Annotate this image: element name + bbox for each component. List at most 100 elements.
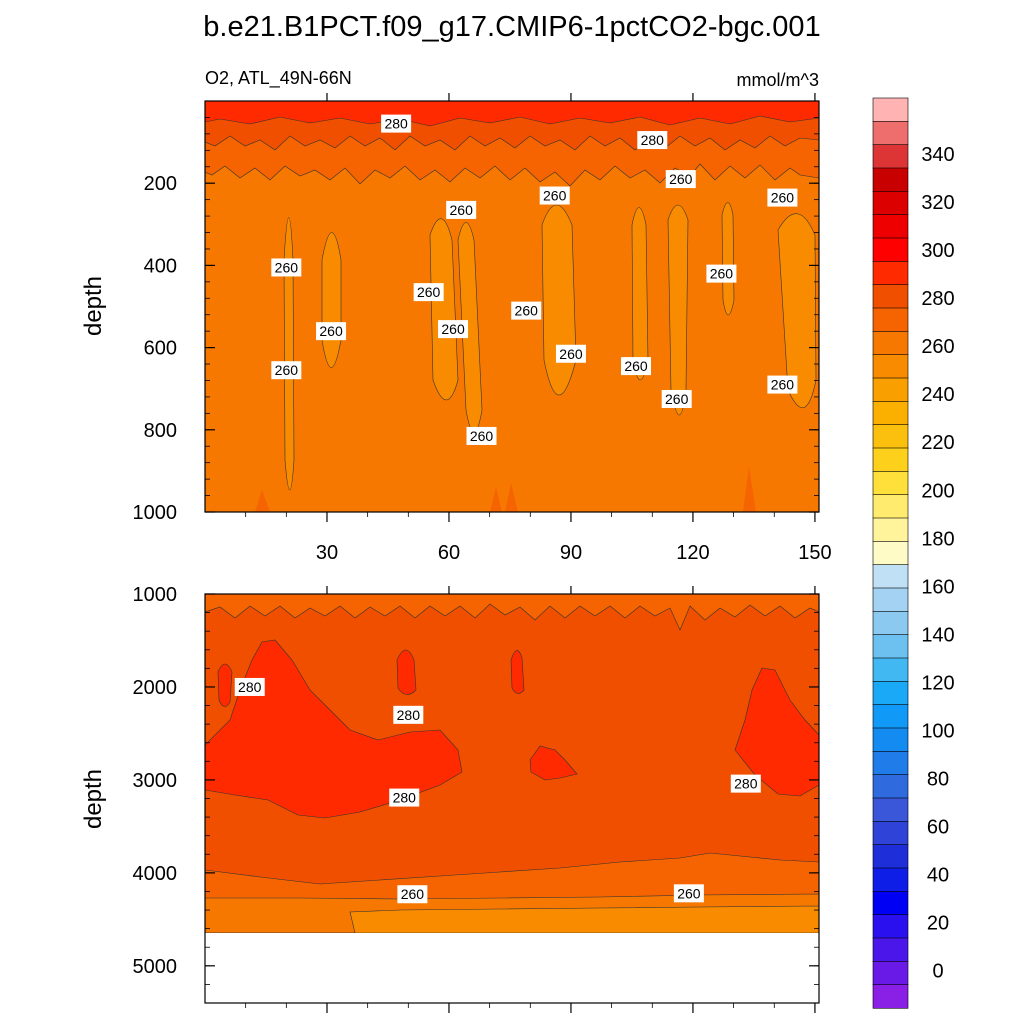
upper-lens-6 (631, 207, 649, 381)
upper-lens-8 (721, 202, 735, 316)
contour-label: 260 (438, 320, 469, 339)
colorbar-swatch (872, 517, 909, 542)
upper-frame (204, 100, 820, 513)
upper-y-axis-label: depth (80, 276, 107, 336)
colorbar-label: 200 (921, 480, 954, 502)
contour-label-box (393, 705, 424, 724)
contour-label: 260 (446, 200, 477, 219)
colorbar-swatch (872, 541, 909, 566)
colorbar-swatch (872, 914, 909, 939)
colorbar-swatch (872, 727, 909, 752)
contour-label: 280 (393, 705, 424, 724)
contour-label-text: 260 (441, 321, 465, 337)
contour-label-text: 260 (543, 188, 567, 204)
colorbar-labels: 3403203002802602402202001801601401201008… (921, 144, 954, 983)
contour-label: 280 (234, 677, 265, 696)
colorbar-label: 240 (921, 384, 954, 406)
lower-y-tick-label: 3000 (133, 770, 178, 792)
contour-label-box (706, 264, 737, 283)
upper-contour-field: 280 280 260 260 260 260 260 260 260 260 260 260 260 2… (205, 101, 819, 512)
upper-spike-4 (743, 466, 756, 512)
upper-y-tick-label: 800 (144, 420, 177, 442)
lower-x-ticks (245, 586, 816, 1013)
contour-label-box (637, 131, 668, 150)
colorbar-label: 60 (927, 817, 949, 839)
upper-y-ticks: 200 400 600 800 1000 (133, 100, 819, 524)
contour-label-text: 260 (559, 346, 583, 362)
upper-y-tick-label: 1000 (133, 502, 178, 524)
contour-label: 260 (271, 258, 302, 277)
contour-label-box (665, 170, 696, 189)
upper-spike-2 (490, 486, 502, 512)
contour-label-text: 280 (384, 116, 408, 132)
colorbar-swatches (872, 97, 909, 1009)
contour-label: 260 (466, 426, 497, 445)
contour-label: 260 (555, 344, 586, 363)
contour-label-text: 260 (677, 885, 701, 901)
colorbar-swatch (872, 331, 909, 356)
contour-label-text: 280 (238, 679, 262, 695)
upper-lens-5 (541, 204, 577, 396)
contour-label-text: 260 (401, 886, 425, 902)
contour-label-text: 260 (275, 362, 299, 378)
contour-label-box (511, 301, 542, 320)
lower-280-patch-6 (734, 667, 819, 797)
contour-label: 260 (661, 389, 692, 408)
contour-label-text: 260 (417, 284, 441, 300)
colorbar-swatch (872, 961, 909, 986)
contour-label: 260 (767, 188, 798, 207)
contour-label-text: 260 (275, 259, 299, 275)
colorbar-swatch (872, 937, 909, 962)
x-tick-label: 150 (798, 542, 831, 564)
x-tick-label: 90 (560, 542, 582, 564)
lower-280-patch-1 (205, 639, 463, 819)
x-tick-label: 60 (438, 542, 460, 564)
colorbar-swatch (872, 657, 909, 682)
contour-label-box (673, 884, 704, 903)
contour-label: 260 (767, 375, 798, 394)
upper-y-tick-label: 600 (144, 338, 177, 360)
contour-label-text: 260 (771, 377, 795, 393)
colorbar-label: 180 (921, 528, 954, 550)
contour-label-box (446, 200, 477, 219)
colorbar-swatch (872, 751, 909, 776)
colorbar-swatch (872, 564, 909, 589)
colorbar-label: 320 (921, 192, 954, 214)
colorbar: 3403203002802602402202001801601401201008… (872, 97, 955, 1009)
contour-label: 260 (539, 186, 570, 205)
colorbar-label: 300 (921, 240, 954, 262)
upper-y-tick-label: 200 (144, 173, 177, 195)
colorbar-swatch (872, 471, 909, 496)
lower-deep-band-3 (205, 905, 819, 933)
colorbar-swatch (872, 261, 909, 286)
lower-y-tick-label: 4000 (133, 863, 178, 885)
colorbar-swatch (872, 867, 909, 892)
colorbar-swatch (872, 284, 909, 309)
upper-x-ticks: 30 60 90 120 150 (245, 93, 832, 564)
colorbar-label: 280 (921, 288, 954, 310)
colorbar-swatch (872, 587, 909, 612)
colorbar-label: 160 (921, 576, 954, 598)
colorbar-swatch (872, 214, 909, 239)
contour-label: 260 (271, 361, 302, 380)
contour-label-box (767, 188, 798, 207)
lower-top-fringe (205, 594, 819, 631)
contour-label: 280 (389, 788, 420, 807)
lower-y-tick-label: 1000 (133, 584, 178, 606)
contour-label-box (389, 788, 420, 807)
chart-title: b.e21.B1PCT.f09_g17.CMIP6-1pctCO2-bgc.00… (203, 11, 820, 43)
contour-label: 280 (730, 774, 761, 793)
lower-280-patch-5 (529, 745, 578, 781)
contour-label-box (767, 375, 798, 394)
variable-region-label: O2, ATL_49N-66N (205, 68, 352, 89)
colorbar-label: 20 (927, 913, 949, 935)
contour-label-box (271, 361, 302, 380)
x-tick-label: 120 (676, 542, 709, 564)
lower-y-tick-label: 2000 (133, 677, 178, 699)
contour-label-text: 280 (734, 776, 758, 792)
colorbar-swatch (872, 144, 909, 169)
colorbar-swatch (872, 97, 909, 122)
